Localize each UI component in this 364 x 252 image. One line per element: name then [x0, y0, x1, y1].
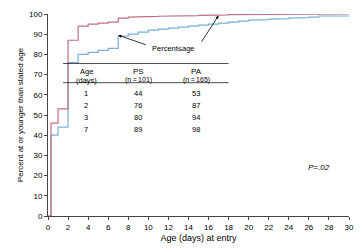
svg-text:100: 100: [29, 10, 43, 19]
svg-text:16: 16: [204, 223, 213, 232]
svg-text:Age (days) at entry: Age (days) at entry: [160, 233, 237, 243]
svg-text:Percent≤age: Percent≤age: [152, 44, 194, 53]
svg-text:87: 87: [192, 101, 200, 110]
svg-text:44: 44: [134, 89, 142, 98]
svg-text:(n = 101): (n = 101): [125, 76, 152, 84]
svg-text:Percent at or younger than sta: Percent at or younger than stated age: [16, 47, 25, 182]
svg-text:PA: PA: [191, 67, 202, 76]
svg-text:14: 14: [184, 223, 193, 232]
svg-text:0: 0: [38, 212, 43, 221]
svg-text:30: 30: [345, 223, 354, 232]
svg-text:0: 0: [46, 223, 51, 232]
svg-text:53: 53: [192, 89, 200, 98]
svg-text:8: 8: [126, 223, 131, 232]
svg-text:10: 10: [33, 192, 42, 201]
svg-text:Age: Age: [80, 67, 93, 76]
svg-text:PS: PS: [133, 67, 144, 76]
svg-text:7: 7: [84, 125, 88, 134]
svg-text:90: 90: [33, 30, 42, 39]
svg-text:(n = 165): (n = 165): [183, 76, 210, 84]
svg-text:3: 3: [84, 113, 88, 122]
svg-text:80: 80: [33, 50, 42, 59]
svg-text:28: 28: [324, 223, 333, 232]
svg-text:30: 30: [33, 151, 42, 160]
svg-text:12: 12: [164, 223, 173, 232]
svg-text:4: 4: [86, 223, 91, 232]
svg-text:6: 6: [106, 223, 111, 232]
svg-text:22: 22: [264, 223, 273, 232]
svg-text:P=.02: P=.02: [308, 163, 330, 172]
svg-text:60: 60: [33, 91, 42, 100]
svg-text:26: 26: [304, 223, 313, 232]
svg-text:20: 20: [33, 171, 42, 180]
svg-text:(days): (days): [76, 76, 97, 85]
svg-text:70: 70: [33, 70, 42, 79]
svg-text:89: 89: [134, 125, 142, 134]
svg-text:1: 1: [84, 89, 88, 98]
svg-text:24: 24: [284, 223, 293, 232]
svg-text:94: 94: [192, 113, 200, 122]
svg-text:10: 10: [144, 223, 153, 232]
svg-text:98: 98: [192, 125, 200, 134]
svg-text:76: 76: [134, 101, 142, 110]
svg-text:18: 18: [224, 223, 233, 232]
svg-text:50: 50: [33, 111, 42, 120]
svg-text:2: 2: [66, 223, 71, 232]
svg-text:40: 40: [33, 131, 42, 140]
svg-text:20: 20: [244, 223, 253, 232]
svg-text:2: 2: [84, 101, 88, 110]
svg-text:80: 80: [134, 113, 142, 122]
